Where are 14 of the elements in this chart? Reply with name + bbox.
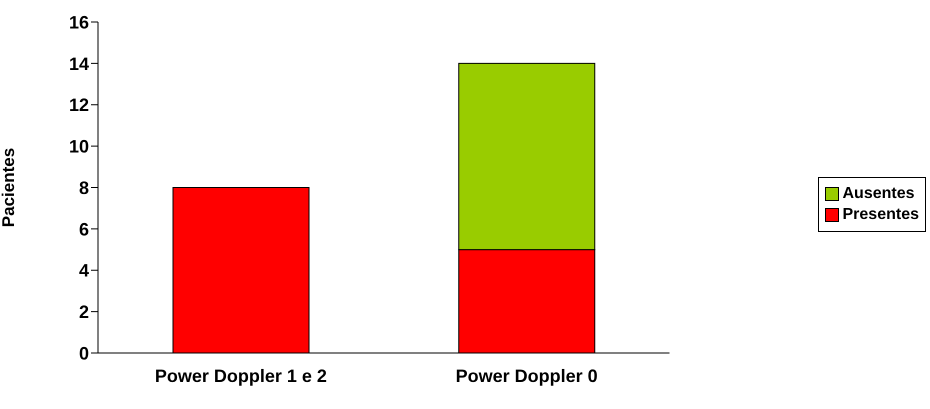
y-tick-label: 8 [78,178,89,198]
y-tick-label: 0 [78,343,89,364]
legend-label: Presentes [842,206,919,224]
y-tick-label: 16 [68,12,89,32]
x-tick-label: Power Doppler 0 [456,366,598,386]
y-axis-title: Pacientes [0,148,18,228]
y-tick-label: 4 [78,260,89,281]
y-tick-label: 12 [68,95,89,116]
legend-label: Ausentes [842,185,915,203]
y-tick-label: 10 [68,136,89,157]
x-tick-label: Power Doppler 1 e 2 [154,366,327,386]
y-tick-label: 6 [78,219,89,240]
y-tick-label: 14 [68,54,89,74]
y-tick-label: 2 [78,302,89,322]
